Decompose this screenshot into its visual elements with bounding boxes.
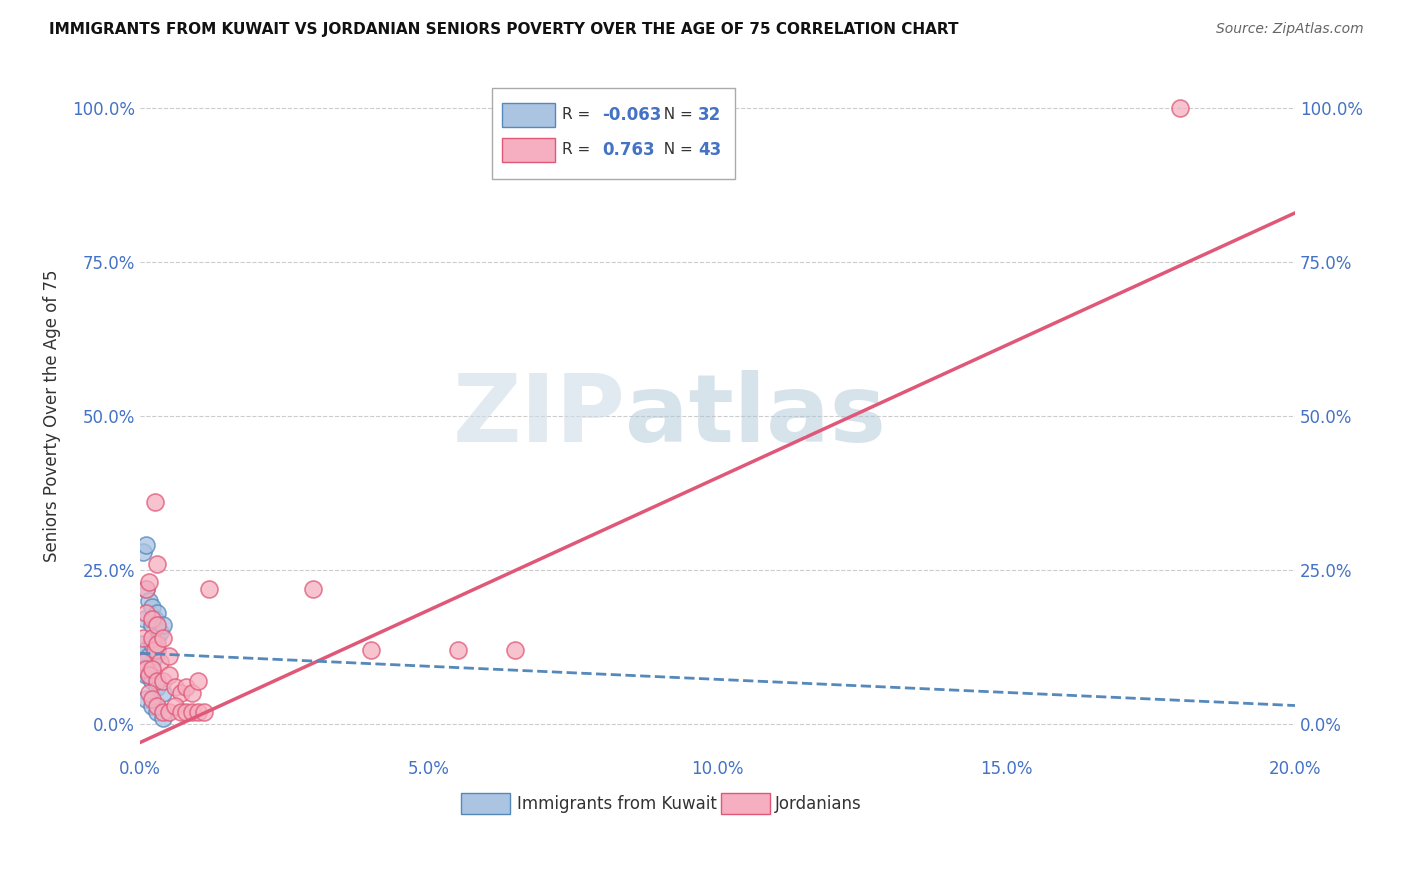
Point xyxy=(447,643,470,657)
FancyBboxPatch shape xyxy=(502,103,555,127)
Point xyxy=(149,656,172,670)
Point xyxy=(143,495,166,509)
Point xyxy=(141,618,163,632)
Point xyxy=(135,606,157,620)
Point xyxy=(135,538,157,552)
Point xyxy=(198,582,221,596)
Point xyxy=(146,637,169,651)
Point xyxy=(157,667,180,681)
Point xyxy=(146,606,169,620)
Point xyxy=(138,575,160,590)
Point xyxy=(146,673,169,688)
Point xyxy=(132,637,155,651)
Point xyxy=(152,618,174,632)
Point xyxy=(505,643,527,657)
Point xyxy=(152,711,174,725)
Text: IMMIGRANTS FROM KUWAIT VS JORDANIAN SENIORS POVERTY OVER THE AGE OF 75 CORRELATI: IMMIGRANTS FROM KUWAIT VS JORDANIAN SENI… xyxy=(49,22,959,37)
Point xyxy=(135,667,157,681)
Point xyxy=(146,557,169,571)
Point xyxy=(138,594,160,608)
Point xyxy=(181,705,204,719)
Point xyxy=(134,612,156,626)
Point xyxy=(146,680,169,694)
Text: R =: R = xyxy=(561,107,595,122)
Point xyxy=(141,656,163,670)
Point xyxy=(143,612,166,626)
Point xyxy=(141,637,163,651)
Point xyxy=(135,582,157,596)
Point xyxy=(141,612,163,626)
Point xyxy=(157,649,180,664)
Point xyxy=(187,673,209,688)
Point xyxy=(149,624,172,639)
Point xyxy=(146,705,169,719)
Y-axis label: Seniors Poverty Over the Age of 75: Seniors Poverty Over the Age of 75 xyxy=(44,270,60,562)
Point xyxy=(141,662,163,676)
Point xyxy=(174,705,197,719)
FancyBboxPatch shape xyxy=(492,87,735,179)
Point xyxy=(134,656,156,670)
Point xyxy=(131,656,153,670)
Point xyxy=(157,705,180,719)
Point xyxy=(152,686,174,700)
Point xyxy=(141,698,163,713)
Text: atlas: atlas xyxy=(626,370,886,462)
Point xyxy=(143,643,166,657)
Point xyxy=(135,643,157,657)
Point xyxy=(138,686,160,700)
Text: 43: 43 xyxy=(697,141,721,159)
Point xyxy=(169,686,191,700)
Text: ZIP: ZIP xyxy=(453,370,626,462)
FancyBboxPatch shape xyxy=(502,137,555,162)
Point xyxy=(135,662,157,676)
Point xyxy=(138,662,160,676)
Point xyxy=(146,618,169,632)
Point xyxy=(193,705,215,719)
Text: N =: N = xyxy=(654,107,697,122)
Point xyxy=(138,649,160,664)
Point xyxy=(138,667,160,681)
Point xyxy=(181,686,204,700)
Text: 0.763: 0.763 xyxy=(602,141,655,159)
Text: R =: R = xyxy=(561,143,599,157)
Point xyxy=(187,705,209,719)
Point xyxy=(146,698,169,713)
Point xyxy=(141,631,163,645)
Text: -0.063: -0.063 xyxy=(602,105,661,124)
Point xyxy=(132,656,155,670)
Text: Jordanians: Jordanians xyxy=(775,795,862,813)
Text: Immigrants from Kuwait: Immigrants from Kuwait xyxy=(516,795,717,813)
Point xyxy=(152,631,174,645)
Point xyxy=(1168,101,1191,115)
Point xyxy=(163,698,186,713)
Point xyxy=(135,582,157,596)
Point xyxy=(302,582,325,596)
Text: Source: ZipAtlas.com: Source: ZipAtlas.com xyxy=(1216,22,1364,37)
Point xyxy=(141,600,163,615)
Point xyxy=(141,673,163,688)
Point xyxy=(152,673,174,688)
FancyBboxPatch shape xyxy=(721,793,769,814)
FancyBboxPatch shape xyxy=(461,793,509,814)
Point xyxy=(132,631,155,645)
Point xyxy=(174,680,197,694)
Point xyxy=(143,649,166,664)
Point xyxy=(360,643,382,657)
Point xyxy=(132,662,155,676)
Point xyxy=(141,692,163,706)
Text: N =: N = xyxy=(654,143,697,157)
Point xyxy=(163,680,186,694)
Point xyxy=(135,692,157,706)
Point xyxy=(152,705,174,719)
Point xyxy=(169,705,191,719)
Text: 32: 32 xyxy=(697,105,721,124)
Point xyxy=(138,667,160,681)
Point xyxy=(146,631,169,645)
Point xyxy=(132,544,155,558)
Point xyxy=(146,643,169,657)
